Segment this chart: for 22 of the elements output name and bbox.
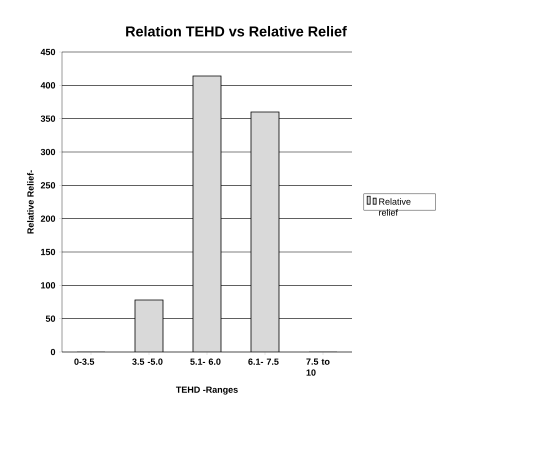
y-tick-label: 200: [40, 215, 56, 222]
y-tick-label: 150: [41, 248, 56, 256]
chart-title: Relation TEHD vs Relative Relief: [126, 26, 347, 36]
y-axis-title: Relative Relief-: [27, 170, 34, 234]
x-tick-label: 5.1- 6.0: [190, 358, 221, 365]
legend-label: Relative relief: [379, 198, 411, 216]
y-tick-label: 400: [40, 82, 56, 89]
y-tick-label: 100: [41, 282, 56, 289]
y-tick-label: 50: [46, 315, 56, 322]
x-tick-label: 6.1- 7.5: [248, 358, 279, 365]
bar: [192, 76, 222, 352]
x-tick-label: 3.5 -5.0: [132, 358, 163, 365]
x-axis-title: TEHD -Ranges: [176, 386, 238, 395]
y-tick-label: 450: [40, 48, 56, 56]
bar: [250, 112, 280, 352]
x-tick-label: 7.5 to 10: [306, 358, 330, 376]
y-tick-label: 0: [50, 348, 56, 356]
x-tick-label: 0-3.5: [74, 358, 94, 365]
y-tick-label: 350: [40, 115, 56, 122]
y-tick-label: 250: [40, 182, 56, 189]
y-tick-label: 300: [40, 148, 56, 156]
bar: [134, 300, 164, 352]
